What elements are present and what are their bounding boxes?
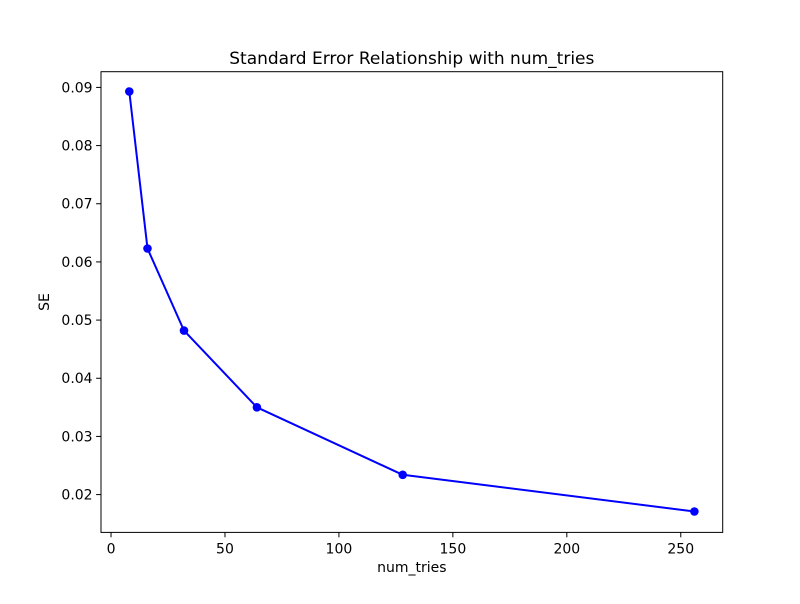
series-line bbox=[128, 91, 695, 513]
data-point bbox=[143, 244, 152, 253]
data-point bbox=[690, 507, 699, 516]
y-tick-label: 0.09 bbox=[61, 80, 92, 96]
y-tick-label: 0.08 bbox=[61, 138, 92, 154]
data-point bbox=[252, 403, 262, 412]
x-tick-label: 250 bbox=[667, 541, 694, 557]
y-tick-label: 0.05 bbox=[61, 313, 92, 329]
axes-spines bbox=[100, 71, 724, 533]
data-point bbox=[179, 326, 189, 335]
y-tick-label: 0.02 bbox=[61, 487, 92, 503]
x-axis-label: num_tries bbox=[377, 560, 446, 576]
chart-title: Standard Error Relationship with num_tri… bbox=[229, 49, 594, 69]
x-tick-label: 0 bbox=[107, 541, 116, 557]
y-tick-label: 0.03 bbox=[61, 429, 92, 445]
x-tick-label: 100 bbox=[326, 541, 353, 557]
plot-background bbox=[101, 71, 723, 533]
x-tick-label: 150 bbox=[440, 541, 467, 557]
x-tick-label: 200 bbox=[553, 541, 580, 557]
y-tick-label: 0.04 bbox=[61, 371, 92, 387]
y-tick-label: 0.07 bbox=[61, 197, 92, 213]
y-axis: 0.02 0.03 0.04 0.05 0.06 0.07 0.08 0.09 bbox=[61, 80, 101, 503]
data-point bbox=[125, 87, 134, 96]
data-point bbox=[398, 470, 408, 480]
x-axis: 0 50 100 150 200 250 bbox=[107, 532, 694, 557]
series-group bbox=[125, 87, 699, 516]
y-tick-label: 0.06 bbox=[61, 255, 92, 271]
y-axis-label: SE bbox=[37, 293, 53, 311]
x-tick-label: 50 bbox=[216, 541, 234, 557]
